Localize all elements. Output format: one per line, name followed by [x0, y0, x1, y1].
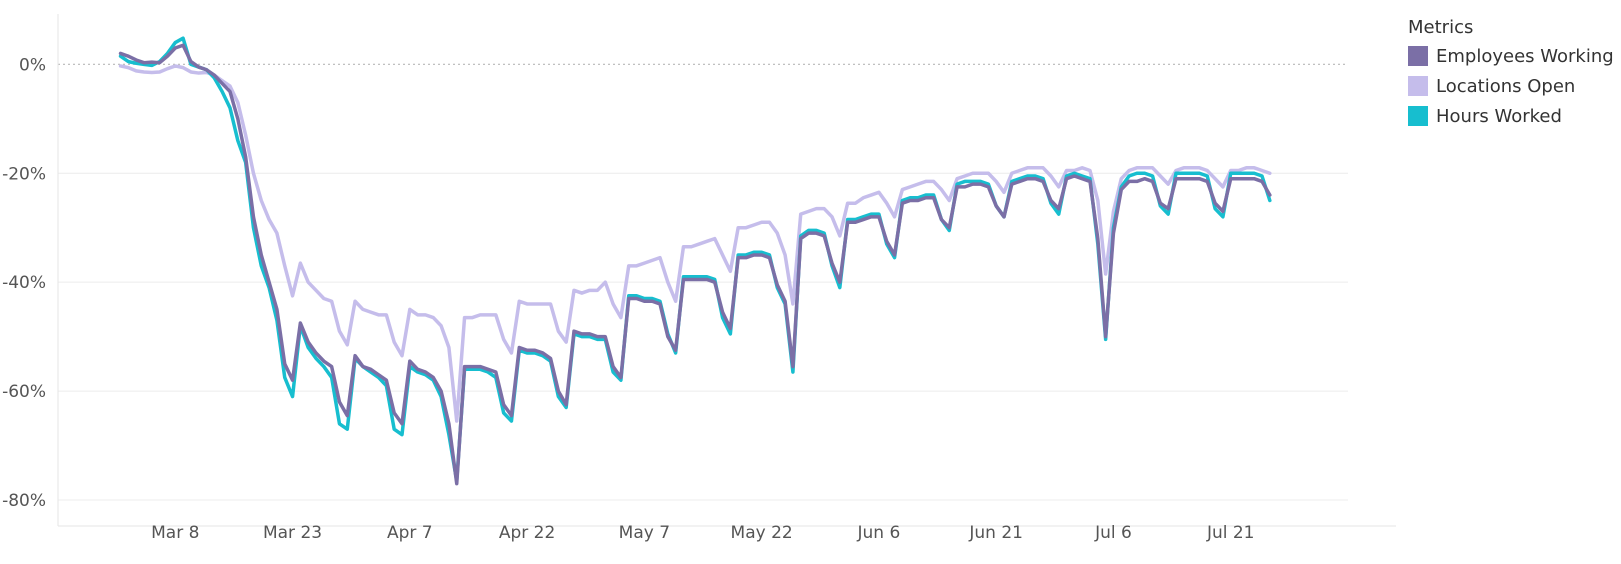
x-tick-label: Apr 7 — [387, 523, 433, 543]
legend-label-locations-open: Locations Open — [1436, 75, 1576, 97]
series-line-employees-working — [118, 43, 1272, 486]
legend-label-hours-worked: Hours Worked — [1436, 105, 1562, 127]
legend-item-locations-open[interactable]: Locations Open — [1408, 71, 1614, 101]
gridlines — [58, 63, 1348, 501]
x-tick-label: Mar 8 — [151, 523, 199, 543]
legend-label-employees-working: Employees Working — [1436, 45, 1614, 67]
x-tick-label: Jun 6 — [857, 523, 901, 543]
x-tick-label: Mar 23 — [263, 523, 322, 543]
series-line-locations-open — [118, 64, 1272, 423]
legend-swatch-locations-open — [1408, 76, 1428, 96]
y-tick-label: -60% — [2, 382, 46, 402]
y-tick-label: -40% — [2, 273, 46, 293]
x-tick-label: Jun 21 — [968, 523, 1023, 543]
y-tick-label: 0% — [19, 55, 46, 75]
y-tick-label: -80% — [2, 491, 46, 511]
x-tick-label: May 7 — [619, 523, 670, 543]
x-tick-label: May 22 — [731, 523, 793, 543]
x-axis-ticks: Mar 8 Mar 23 Apr 7 Apr 22 May 7 May 22 Jun 6 Ju… — [151, 523, 1254, 543]
x-tick-label: Jul 21 — [1206, 523, 1255, 543]
legend-item-hours-worked[interactable]: Hours Worked — [1408, 101, 1614, 131]
legend-swatch-employees-working — [1408, 46, 1428, 66]
legend: Metrics Employees Working Locations Open… — [1408, 17, 1614, 131]
x-tick-label: Jul 6 — [1094, 523, 1132, 543]
axes — [57, 14, 1396, 527]
x-tick-label: Apr 22 — [499, 523, 555, 543]
series-lines — [118, 36, 1272, 486]
series-line-hours-worked — [118, 36, 1272, 483]
legend-swatch-hours-worked — [1408, 106, 1428, 126]
legend-item-employees-working[interactable]: Employees Working — [1408, 41, 1614, 71]
y-tick-label: -20% — [2, 164, 46, 184]
y-axis-ticks: 0% -20% -40% -60% -80% — [2, 55, 46, 511]
legend-title: Metrics — [1408, 17, 1474, 38]
